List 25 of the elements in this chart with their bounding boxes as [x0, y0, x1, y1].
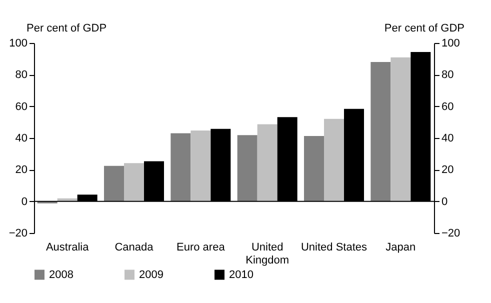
y-tick-label: 80	[15, 69, 28, 82]
x-tick-label: Japan	[386, 242, 416, 254]
legend-label: 2009	[139, 268, 164, 281]
y2-tick-label: 0	[442, 196, 448, 208]
y2-tick-label: 40	[442, 132, 454, 144]
x-tick-label: Euro area	[176, 242, 226, 254]
y2-axis-title: Per cent of GDP	[384, 22, 464, 34]
y2-tick-label: 100	[442, 38, 460, 50]
y2-tick-label: 20	[442, 164, 454, 176]
y-tick-label: 40	[15, 132, 28, 144]
legend-label: 2010	[229, 268, 254, 281]
y-tick-label: 60	[15, 100, 28, 113]
x-tick-label: United States	[300, 242, 368, 254]
y-tick-label: 20	[15, 164, 28, 176]
y2-tick-label: −20	[442, 228, 460, 240]
x-tick-label: Canada	[114, 242, 154, 254]
y-tick-label: −20	[8, 228, 28, 240]
y-tick-label: 100	[9, 38, 28, 50]
y-axis-title: Per cent of GDP	[26, 22, 107, 34]
x-tick-label: United Kingdom	[246, 242, 290, 266]
y2-tick-label: 80	[442, 69, 454, 82]
y2-tick-label: 60	[442, 100, 454, 113]
y-tick-label: 0	[21, 196, 28, 208]
legend-label: 2008	[49, 268, 74, 281]
x-tick-label: Australia	[46, 242, 90, 254]
